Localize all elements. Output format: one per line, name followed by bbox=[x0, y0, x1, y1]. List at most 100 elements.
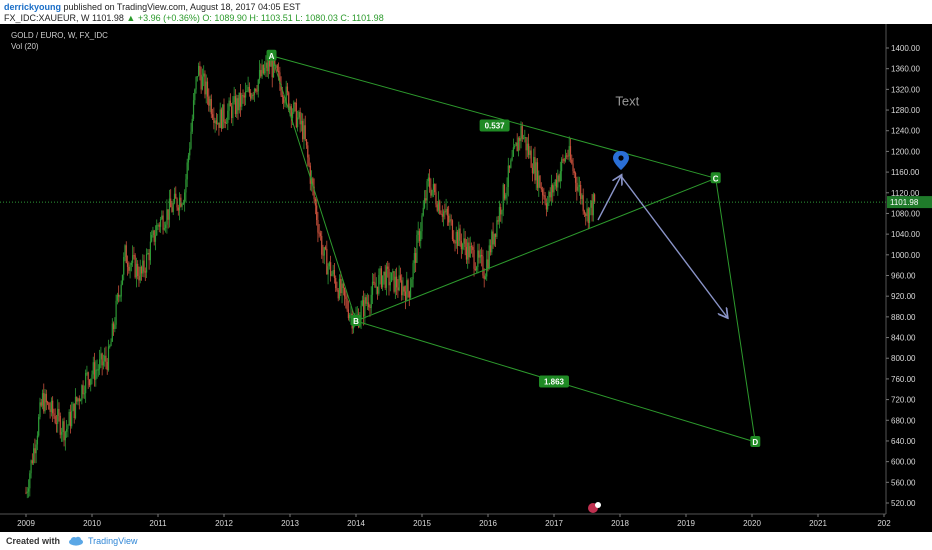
time-tick-label: 2016 bbox=[479, 519, 497, 528]
price-tick-label: 1400.00 bbox=[891, 44, 920, 53]
candle-body bbox=[385, 266, 388, 288]
symbol-line: FX_IDC:XAUEUR, W 1101.98 ▲ +3.96 (+0.36%… bbox=[4, 13, 384, 23]
candle-body bbox=[478, 250, 480, 258]
candle-body bbox=[398, 275, 400, 291]
candle-body bbox=[333, 270, 336, 279]
price-tick-label: 760.00 bbox=[891, 375, 916, 384]
candle-body bbox=[27, 488, 30, 492]
candle-body bbox=[407, 280, 409, 292]
candle-body bbox=[204, 73, 206, 95]
candle-body bbox=[365, 297, 367, 304]
candle-body bbox=[232, 102, 234, 119]
candle-body bbox=[308, 157, 310, 166]
candle-body bbox=[132, 255, 134, 263]
price-tick-label: 720.00 bbox=[891, 396, 916, 405]
candle-body bbox=[74, 396, 77, 419]
candle-body bbox=[585, 213, 587, 216]
annotation-text: Text bbox=[615, 94, 639, 109]
candle-body bbox=[304, 125, 306, 140]
candle-body bbox=[219, 109, 221, 128]
candle-body bbox=[342, 283, 344, 289]
created-with-label: Created with bbox=[6, 536, 61, 546]
candle-body bbox=[290, 106, 292, 119]
candle-body bbox=[297, 117, 299, 128]
candle-body bbox=[209, 99, 211, 106]
candle-body bbox=[252, 94, 254, 96]
price-tick-label: 1200.00 bbox=[891, 147, 920, 156]
last-price: 1101.98 bbox=[92, 13, 124, 23]
candle-body bbox=[488, 245, 490, 269]
candle-body bbox=[91, 374, 93, 379]
author-link[interactable]: derrickyoung bbox=[4, 2, 62, 12]
candle-body bbox=[313, 186, 315, 200]
candle-body bbox=[294, 102, 296, 104]
chart-area[interactable]: 520.00 560.00 600.00 640.00 680.00 720.00 760.… bbox=[0, 24, 932, 532]
candle-body bbox=[35, 444, 37, 454]
tradingview-brand[interactable]: TradingView bbox=[88, 536, 138, 546]
candle-body bbox=[247, 86, 249, 92]
candle-body bbox=[319, 233, 322, 236]
candle-body bbox=[399, 275, 402, 281]
candle-body bbox=[510, 160, 512, 168]
candle-body bbox=[121, 274, 124, 285]
candle-body bbox=[543, 195, 545, 197]
pattern-point-badge bbox=[710, 172, 721, 184]
candle-body bbox=[285, 86, 287, 103]
candle-body bbox=[36, 435, 39, 445]
candle-body bbox=[162, 215, 164, 230]
candle-body bbox=[468, 242, 470, 258]
candle-body bbox=[420, 231, 422, 242]
candle-body bbox=[586, 208, 588, 216]
pattern-point-label: D bbox=[752, 438, 758, 447]
price-axis bbox=[886, 24, 932, 532]
candle-body bbox=[388, 268, 390, 286]
candle-body bbox=[194, 89, 196, 101]
candle-body bbox=[203, 73, 205, 77]
candle-body bbox=[352, 325, 355, 329]
candle-body bbox=[396, 276, 398, 288]
time-tick-label: 2013 bbox=[281, 519, 299, 528]
candle-body bbox=[97, 369, 99, 371]
candle-body bbox=[368, 302, 370, 308]
publish-line: derrickyoung published on TradingView.co… bbox=[4, 2, 301, 12]
price-tick-label: 560.00 bbox=[891, 478, 916, 487]
candle-body bbox=[336, 288, 338, 291]
candle-body bbox=[330, 262, 332, 276]
candle-body bbox=[201, 76, 204, 90]
candle-body bbox=[519, 138, 521, 141]
candle-body bbox=[83, 393, 85, 395]
candle-body bbox=[100, 353, 102, 360]
candle-body bbox=[52, 400, 54, 414]
pattern-line-ab bbox=[271, 55, 357, 322]
price-change: ▲ +3.96 (+0.36%) bbox=[126, 13, 200, 23]
candle-body bbox=[412, 263, 414, 280]
candle-body bbox=[291, 112, 294, 119]
candle-body bbox=[87, 372, 89, 380]
price-chart[interactable]: 520.00 560.00 600.00 640.00 680.00 720.00 760.… bbox=[0, 24, 932, 532]
candle-body bbox=[237, 98, 239, 111]
location-pin-hole bbox=[618, 155, 624, 161]
candle-body bbox=[177, 207, 179, 211]
candle-body bbox=[82, 385, 84, 395]
candle-body bbox=[262, 64, 264, 74]
candle-body bbox=[375, 286, 377, 288]
candle-body bbox=[243, 95, 245, 98]
candle-body bbox=[55, 422, 58, 424]
candle-body bbox=[535, 162, 537, 181]
candle-body bbox=[233, 96, 235, 103]
candle-body bbox=[484, 276, 487, 279]
candle-body bbox=[85, 373, 87, 394]
candle-body bbox=[302, 120, 304, 140]
candle-body bbox=[156, 225, 158, 236]
candle-body bbox=[241, 95, 243, 107]
candle-body bbox=[541, 189, 544, 196]
candle-body bbox=[143, 260, 145, 272]
candle-body bbox=[34, 448, 36, 454]
candle-body bbox=[511, 156, 513, 161]
candle-body bbox=[148, 252, 150, 261]
candle-body bbox=[578, 184, 580, 187]
candle-body bbox=[234, 96, 237, 114]
candle-body bbox=[44, 393, 46, 412]
candle-body bbox=[112, 323, 115, 330]
candle-body bbox=[402, 286, 404, 296]
